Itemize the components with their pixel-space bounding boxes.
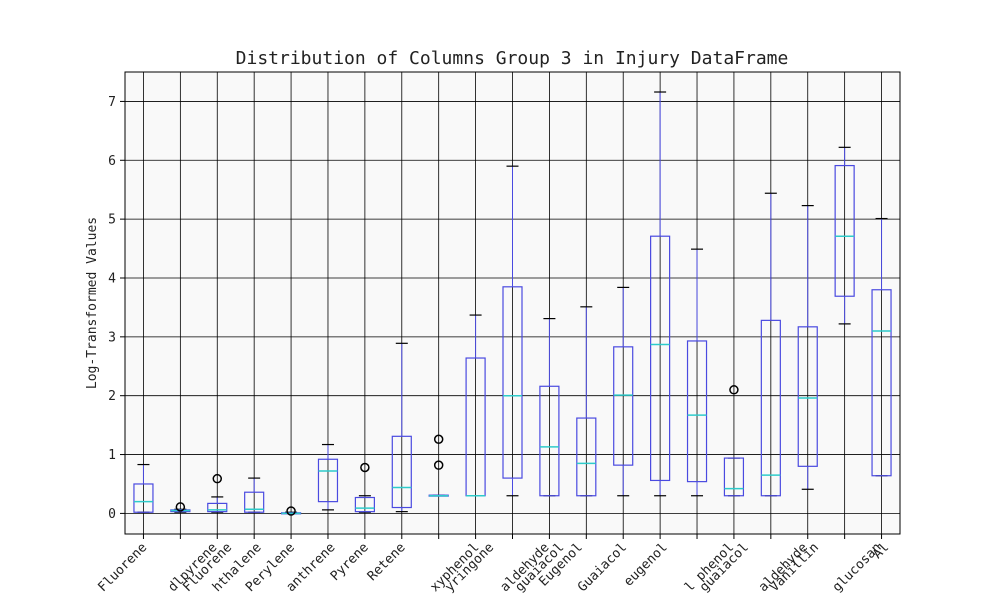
box — [391, 342, 412, 513]
box — [723, 385, 745, 497]
flier-point — [433, 460, 444, 470]
box-iqr — [207, 502, 228, 513]
box — [576, 306, 597, 497]
x-tick-label: Pyrene — [328, 540, 372, 584]
y-tick-label: 2 — [108, 389, 116, 404]
x-tick-label: eugenol — [621, 540, 670, 589]
box-iqr — [391, 435, 412, 509]
box-iqr — [317, 458, 339, 503]
y-tick-label: 1 — [108, 448, 116, 463]
box-iqr — [502, 286, 523, 479]
box — [871, 217, 892, 477]
y-tick-label: 0 — [108, 507, 116, 522]
box — [834, 146, 855, 325]
y-tick-label: 5 — [108, 213, 116, 228]
box — [613, 286, 634, 497]
box-iqr — [613, 346, 634, 466]
box — [133, 463, 154, 513]
y-axis-ticks: 0 1 2 3 4 5 6 7 — [108, 95, 125, 522]
box — [428, 434, 449, 497]
box — [760, 192, 781, 497]
y-tick-label: 7 — [108, 95, 116, 110]
box-iqr — [871, 289, 892, 477]
box — [280, 506, 302, 516]
box — [650, 91, 671, 497]
box — [170, 502, 191, 513]
box-iqr — [539, 385, 560, 497]
flier-point — [360, 462, 370, 473]
y-tick-label: 3 — [108, 330, 116, 345]
box-iqr — [354, 496, 375, 513]
box — [539, 317, 560, 497]
box-iqr — [133, 483, 154, 513]
box-iqr — [723, 457, 745, 497]
box-iqr — [244, 491, 265, 513]
box-iqr — [576, 417, 597, 497]
x-tick-label: Retene — [365, 540, 409, 584]
box-iqr — [760, 319, 781, 497]
flier-point — [433, 434, 444, 444]
box — [317, 443, 339, 511]
flier-point — [212, 473, 223, 484]
box — [502, 165, 523, 497]
y-tick-label: 4 — [108, 271, 116, 286]
x-tick-label: Fluorene — [95, 540, 150, 595]
flier-point — [729, 385, 739, 395]
box-iqr — [650, 235, 671, 482]
chart-title: Distribution of Columns Group 3 in Injur… — [236, 48, 789, 69]
box — [244, 477, 265, 513]
box — [686, 248, 708, 497]
box — [465, 314, 486, 497]
flier-point — [175, 502, 186, 512]
box-iqr — [686, 340, 708, 483]
box-group — [133, 91, 892, 516]
box-iqr — [797, 326, 818, 467]
y-axis-label: Log-Transformed Values — [85, 217, 100, 389]
box — [207, 473, 228, 513]
y-tick-label: 6 — [108, 154, 116, 169]
flier-point — [286, 506, 296, 516]
box — [354, 462, 375, 513]
x-axis-ticks: Fluorene dlpyreneFluorenehthalenePerylene… — [95, 534, 892, 595]
box — [797, 204, 818, 490]
box-iqr — [834, 164, 855, 297]
